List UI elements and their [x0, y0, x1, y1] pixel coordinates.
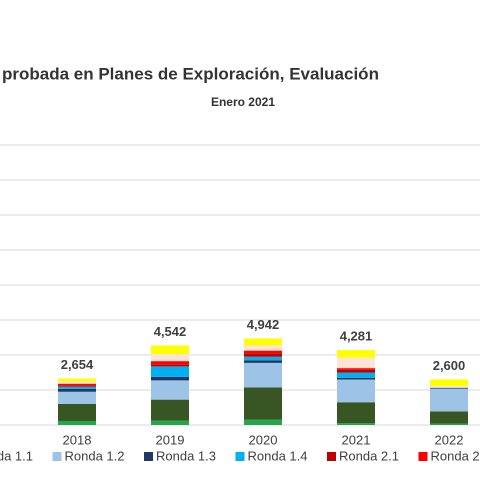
- legend-swatch: [327, 452, 336, 461]
- bar-segment: [430, 379, 468, 386]
- chart-title: probada en Planes de Exploración, Evalua…: [2, 64, 379, 83]
- bar-segment: [337, 423, 375, 425]
- bar-segment: [244, 419, 282, 425]
- bar-segment: [151, 366, 189, 377]
- bar-segment: [337, 369, 375, 373]
- legend-label: Ronda 1.1: [0, 448, 33, 463]
- bar-segment: [244, 362, 282, 388]
- bar-segment: [58, 383, 96, 386]
- legend-swatch: [418, 452, 428, 461]
- legend-label: Ronda 2.2: [431, 448, 480, 463]
- bar-segment: [58, 388, 96, 392]
- bar-segment: [151, 354, 189, 362]
- bar-segment: [58, 404, 96, 421]
- legend-label: Ronda 2.1: [339, 448, 399, 463]
- total-label: 2,654: [61, 357, 94, 372]
- bar-segment: [58, 386, 96, 389]
- bar-segment: [244, 353, 282, 357]
- legend-label: Ronda 1.4: [248, 448, 308, 463]
- legend-swatch: [144, 452, 153, 461]
- bar-segment: [151, 345, 189, 355]
- x-tick-label: 2022: [435, 432, 464, 447]
- bar-segment: [151, 380, 189, 400]
- x-tick-label: 2020: [249, 432, 278, 447]
- bar-segment: [58, 378, 96, 382]
- bar-segment: [244, 350, 282, 354]
- bar-segment: [430, 388, 468, 412]
- bar-segment: [337, 379, 375, 403]
- total-label: 4,281: [340, 329, 373, 344]
- bar-segment: [244, 356, 282, 361]
- bar-segment: [337, 402, 375, 424]
- bar-segment: [430, 387, 468, 389]
- bar-segment: [337, 372, 375, 378]
- chart-subtitle: Enero 2021: [211, 95, 275, 109]
- bar-segment: [337, 350, 375, 358]
- bar-segment: [430, 385, 468, 388]
- legend-swatch: [52, 452, 62, 461]
- bar-segment: [151, 376, 189, 381]
- legend-label: Ronda 1.3: [156, 448, 216, 463]
- bar-segment: [151, 361, 189, 365]
- legend-swatch: [235, 452, 245, 461]
- x-tick-label: 2019: [156, 432, 185, 447]
- bar-segment: [151, 364, 189, 367]
- bar-segment: [337, 357, 375, 369]
- bar-segment: [151, 420, 189, 425]
- bar-segment: [244, 360, 282, 363]
- bar-segment: [244, 345, 282, 351]
- bar-segment: [58, 385, 96, 387]
- bar-segment: [58, 391, 96, 404]
- x-tick-label: 2021: [342, 432, 371, 447]
- bar-segment: [430, 411, 468, 424]
- bar-segment: [58, 420, 96, 425]
- total-label: 4,942: [247, 317, 280, 332]
- x-tick-label: 2018: [63, 432, 92, 447]
- bar-segment: [58, 381, 96, 384]
- bar-segment: [337, 377, 375, 380]
- bar-segment: [244, 338, 282, 346]
- bar-segment: [430, 423, 468, 425]
- total-label: 4,542: [154, 324, 187, 339]
- bar-segment: [244, 387, 282, 420]
- total-label: 2,600: [433, 358, 466, 373]
- legend-label: Ronda 1.2: [65, 448, 125, 463]
- bar-segment: [337, 368, 375, 370]
- bar-segment: [151, 399, 189, 421]
